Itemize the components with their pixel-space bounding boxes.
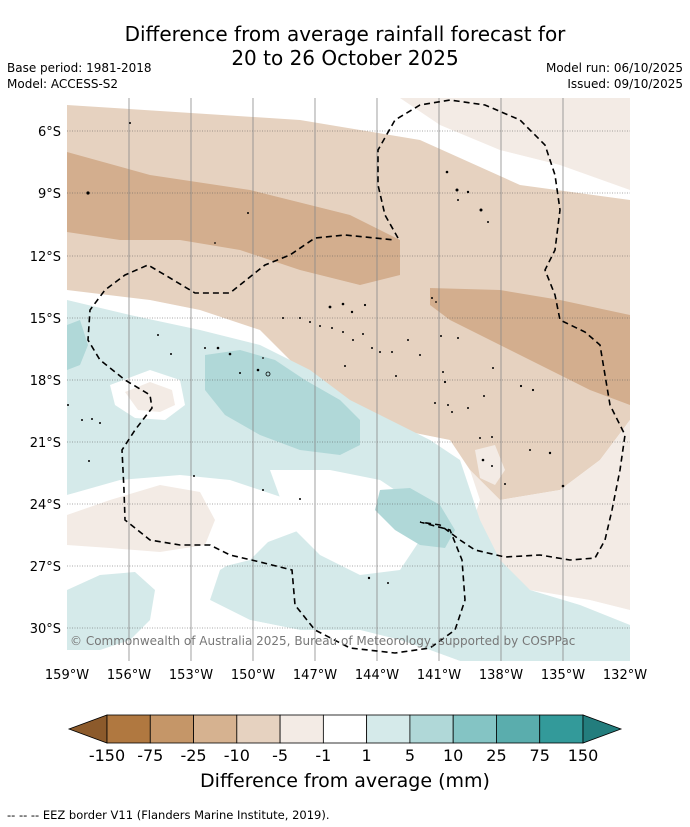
colorbar-title: Difference from average (mm): [200, 770, 490, 792]
colorbar-segment: [496, 714, 541, 744]
colorbar-tick-label: -10: [224, 746, 250, 765]
colorbar-segment: [539, 714, 584, 744]
meta-left: Base period: 1981-2018 Model: ACCESS-S2: [7, 60, 152, 92]
dry-pocket-east: [475, 445, 505, 485]
lat-label: 15°S: [30, 312, 61, 327]
colorbar-segment: [279, 714, 324, 744]
dry-region-southeast-light: [470, 420, 630, 610]
lat-label: 24°S: [30, 498, 61, 513]
lon-label: 159°W: [45, 668, 89, 683]
colorbar-tick-label: 10: [443, 746, 463, 765]
colorbar-tick-label: -25: [180, 746, 206, 765]
base-period: Base period: 1981-2018: [7, 61, 152, 75]
dry-pocket-southwest: [67, 485, 215, 552]
colorbar-segment: [193, 714, 238, 744]
longitude-labels: 159°W 156°W 153°W 150°W 147°W 144°W 141°…: [45, 668, 647, 683]
lat-label: 21°S: [30, 436, 61, 451]
lat-label: 9°S: [38, 187, 61, 202]
lon-label: 150°W: [231, 668, 275, 683]
latitude-labels: 6°S 9°S 12°S 15°S 18°S 21°S 24°S 27°S 30…: [30, 125, 61, 637]
lon-label: 144°W: [355, 668, 399, 683]
lon-label: 132°W: [603, 668, 647, 683]
colorbar-segment: [366, 714, 411, 744]
colorbar-extend-low: [67, 714, 108, 744]
lat-label: 18°S: [30, 374, 61, 389]
map-area: [67, 98, 630, 661]
colorbar: [67, 714, 623, 744]
colorbar-tick-label: 1: [362, 746, 372, 765]
lon-label: 153°W: [169, 668, 213, 683]
colorbar-segment: [236, 714, 281, 744]
dry-region-light-north: [67, 98, 630, 190]
colorbar-tick-label: -150: [89, 746, 125, 765]
colorbar-extend-high: [582, 714, 623, 744]
colorbar-segment: [409, 714, 454, 744]
colorbar-tick-label: -75: [137, 746, 163, 765]
colorbar-tick-label: 5: [405, 746, 415, 765]
wet-region-moderate-east: [375, 488, 455, 548]
copyright-notice: © Commonwealth of Australia 2025, Bureau…: [70, 634, 576, 648]
islands: [67, 122, 565, 584]
title-line-1: Difference from average rainfall forecas…: [124, 22, 566, 46]
meta-right: Model run: 06/10/2025 Issued: 09/10/2025: [546, 60, 683, 92]
colorbar-tick-labels: -150 -75 -25 -10 -5 -1 1 5 10 25 75 150: [89, 746, 598, 765]
lon-label: 138°W: [479, 668, 523, 683]
lat-label: 12°S: [30, 250, 61, 265]
lat-label: 30°S: [30, 622, 61, 637]
eez-footnote: -- -- -- EEZ border V11 (Flanders Marine…: [7, 808, 330, 822]
lat-label: 27°S: [30, 560, 61, 575]
wet-patch-southwest: [67, 572, 155, 650]
title-line-2: 20 to 26 October 2025: [231, 46, 459, 70]
dry-region-strong-east: [430, 288, 630, 405]
colorbar-segment: [452, 714, 497, 744]
longitude-gridlines: [128, 98, 564, 661]
map-title: Difference from average rainfall forecas…: [0, 22, 690, 70]
lat-label: 6°S: [38, 125, 61, 140]
lon-label: 141°W: [417, 668, 461, 683]
wet-region-moderate-west: [67, 320, 88, 370]
lon-label: 147°W: [293, 668, 337, 683]
model-run: Model run: 06/10/2025: [545, 61, 683, 75]
colorbar-tick-label: 150: [568, 746, 599, 765]
colorbar-tick-label: 75: [530, 746, 550, 765]
colorbar-segment: [106, 714, 151, 744]
lon-label: 156°W: [107, 668, 151, 683]
neutral-pocket-south: [67, 600, 460, 661]
colorbar-segment: [322, 714, 368, 744]
model-name: Model: ACCESS-S2: [7, 77, 119, 91]
issued-date: Issued: 09/10/2025: [567, 77, 683, 91]
dry-region-strong-west: [67, 152, 400, 285]
colorbar-tick-label: 25: [486, 746, 506, 765]
colorbar-tick-label: -5: [272, 746, 288, 765]
lon-label: 135°W: [541, 668, 585, 683]
colorbar-tick-label: -1: [315, 746, 331, 765]
colorbar-segment: [149, 714, 194, 744]
eez-border: [87, 99, 626, 654]
wet-region-moderate-central: [205, 350, 360, 455]
